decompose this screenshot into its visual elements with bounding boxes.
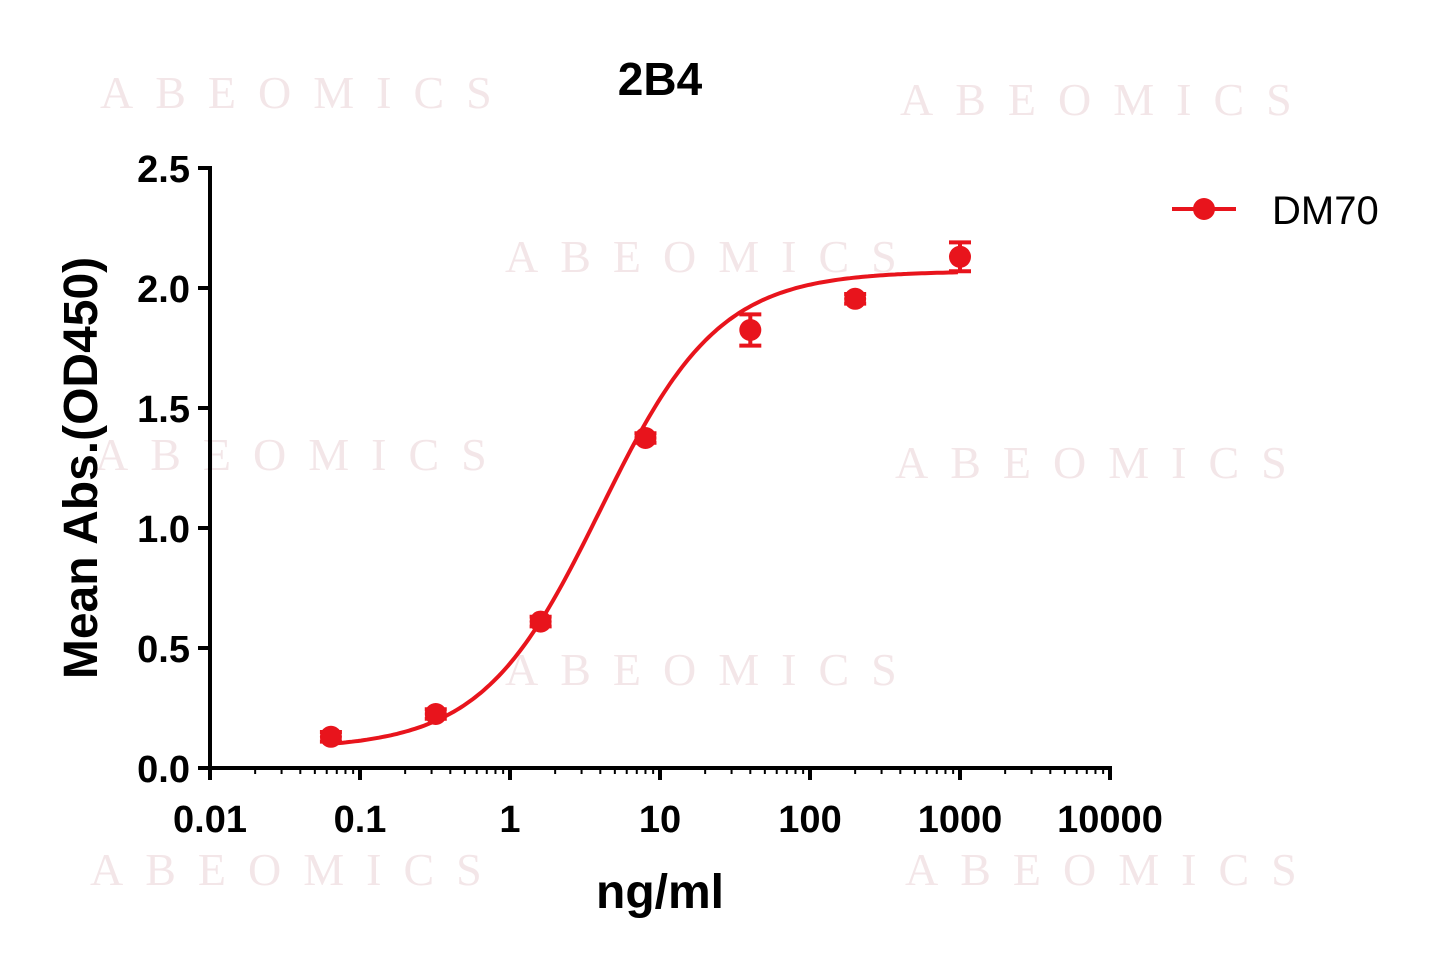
x-tick-label: 10 [639,799,681,841]
watermark: ABEOMICS [95,429,509,480]
data-point [739,319,762,341]
legend-label: DM70 [1272,189,1379,233]
axes: 0.0 0.5 1.0 1.5 2.0 2.5 0.01 0.1 1 10 100 1000 10000 [137,149,1163,841]
y-tick-label: 0.0 [137,749,190,791]
y-tick-label: 1.5 [137,389,190,431]
legend: DM70 [1172,189,1379,233]
x-tick-label: 100 [778,799,841,841]
data-point [529,610,552,633]
y-tick-label: 0.5 [137,629,190,671]
chart-title: 2B4 [618,53,703,105]
y-tick-label: 2.5 [137,149,190,191]
y-tick-label: 2.0 [137,269,190,311]
x-tick-label: 0.01 [173,799,247,841]
legend-marker [1193,198,1215,220]
data-point [319,725,342,748]
watermark: ABEOMICS [895,437,1309,488]
x-tick-label: 1 [499,799,520,841]
x-tick-label: 10000 [1057,799,1163,841]
watermark: ABEOMICS [100,67,514,118]
data-point [634,427,657,449]
data-point [949,245,971,268]
watermarks: ABEOMICS ABEOMICS ABEOMICS ABEOMICS ABEO… [90,67,1319,895]
y-axis-label: Mean Abs.(OD450) [55,257,108,679]
watermark: ABEOMICS [900,74,1314,125]
x-tick-label: 1000 [918,799,1003,841]
y-tick-label: 1.0 [137,509,190,551]
watermark: ABEOMICS [90,844,504,895]
watermark: ABEOMICS [505,231,919,282]
watermark: ABEOMICS [905,844,1319,895]
data-point [844,287,867,310]
data-point [424,703,447,725]
x-axis-label: ng/ml [596,866,724,919]
watermark: ABEOMICS [505,644,919,695]
x-tick-label: 0.1 [334,799,387,841]
plot-marks [319,240,971,748]
